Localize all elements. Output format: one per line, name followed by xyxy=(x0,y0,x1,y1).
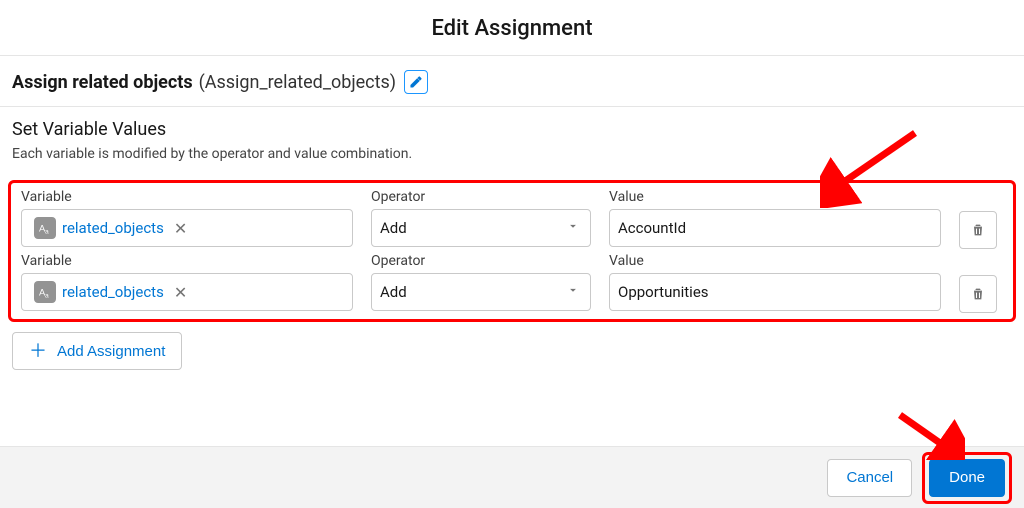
variable-label: Variable xyxy=(21,253,353,269)
value-text: AccountId xyxy=(618,219,686,237)
operator-label: Operator xyxy=(371,189,591,205)
operator-value: Add xyxy=(380,283,407,301)
operator-select[interactable]: Add xyxy=(371,209,591,247)
edit-label-button[interactable] xyxy=(404,70,428,94)
add-assignment-label: Add Assignment xyxy=(57,343,165,360)
add-assignment-button[interactable]: ＋ Add Assignment xyxy=(12,332,182,370)
text-variable-icon: Aa xyxy=(34,281,56,303)
variable-pill: Aa related_objects ✕ xyxy=(30,279,195,305)
pencil-icon xyxy=(409,75,423,89)
value-text: Opportunities xyxy=(618,283,709,301)
variable-pill: Aa related_objects ✕ xyxy=(30,215,195,241)
assignment-label: Assign related objects xyxy=(12,72,193,93)
delete-row-button[interactable] xyxy=(959,211,997,249)
operator-value: Add xyxy=(380,219,407,237)
variable-name: related_objects xyxy=(62,219,164,237)
done-button-highlight: Done xyxy=(922,452,1012,504)
assignment-row: Variable Aa related_objects ✕ Operator A… xyxy=(15,253,1009,313)
set-variable-values-section: Set Variable Values Each variable is mod… xyxy=(0,107,1024,168)
variable-label: Variable xyxy=(21,189,353,205)
value-label: Value xyxy=(609,189,941,205)
trash-icon xyxy=(970,286,986,302)
subsection-title: Set Variable Values xyxy=(12,119,1012,140)
assignment-header: Assign related objects (Assign_related_o… xyxy=(0,56,1024,107)
assignment-rows-highlight: Variable Aa related_objects ✕ Operator A… xyxy=(8,180,1016,322)
remove-variable-icon[interactable]: ✕ xyxy=(170,283,191,302)
subsection-desc: Each variable is modified by the operato… xyxy=(12,146,1012,162)
svg-text:a: a xyxy=(45,228,49,235)
value-input[interactable]: AccountId xyxy=(609,209,941,247)
assignment-api-name: (Assign_related_objects) xyxy=(199,72,396,93)
modal-title: Edit Assignment xyxy=(0,0,1024,56)
svg-text:a: a xyxy=(45,292,49,299)
value-input[interactable]: Opportunities xyxy=(609,273,941,311)
value-label: Value xyxy=(609,253,941,269)
trash-icon xyxy=(970,222,986,238)
cancel-button[interactable]: Cancel xyxy=(827,459,912,497)
variable-input[interactable]: Aa related_objects ✕ xyxy=(21,209,353,247)
done-button[interactable]: Done xyxy=(929,459,1005,497)
chevron-down-icon xyxy=(566,283,580,301)
remove-variable-icon[interactable]: ✕ xyxy=(170,219,191,238)
operator-select[interactable]: Add xyxy=(371,273,591,311)
chevron-down-icon xyxy=(566,219,580,237)
assignment-row: Variable Aa related_objects ✕ Operator A… xyxy=(15,189,1009,249)
variable-name: related_objects xyxy=(62,283,164,301)
operator-label: Operator xyxy=(371,253,591,269)
delete-row-button[interactable] xyxy=(959,275,997,313)
variable-input[interactable]: Aa related_objects ✕ xyxy=(21,273,353,311)
plus-icon: ＋ xyxy=(29,342,47,360)
text-variable-icon: Aa xyxy=(34,217,56,239)
modal-footer: Cancel Done xyxy=(0,446,1024,508)
